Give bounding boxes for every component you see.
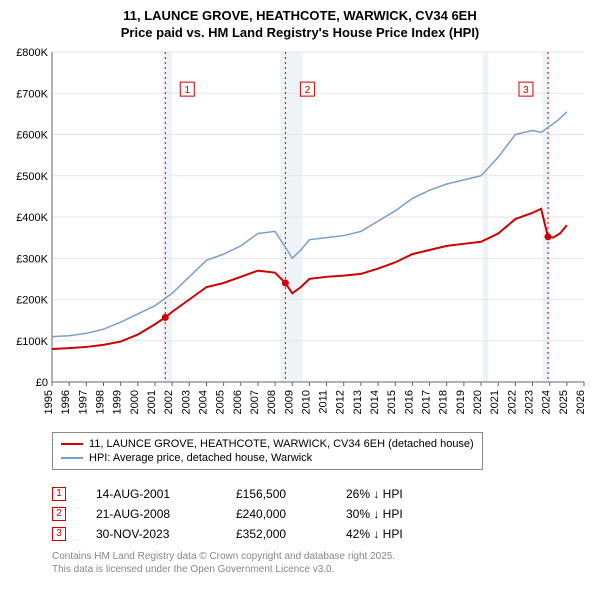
svg-text:2021: 2021 xyxy=(489,390,501,414)
svg-text:2022: 2022 xyxy=(506,390,518,414)
svg-text:£800K: £800K xyxy=(16,47,48,59)
svg-text:2019: 2019 xyxy=(455,390,467,414)
footer-line-1: Contains HM Land Registry data © Crown c… xyxy=(52,550,590,563)
svg-text:2009: 2009 xyxy=(283,390,295,414)
legend-item: HPI: Average price, detached house, Warw… xyxy=(61,451,474,465)
svg-text:2001: 2001 xyxy=(146,390,158,414)
footer-line-2: This data is licensed under the Open Gov… xyxy=(52,563,590,576)
title-line-1: 11, LAUNCE GROVE, HEATHCOTE, WARWICK, CV… xyxy=(10,8,590,25)
sale-marker: 1 xyxy=(52,487,66,501)
svg-text:2002: 2002 xyxy=(163,390,175,414)
sale-date: 30-NOV-2023 xyxy=(96,527,206,541)
sale-row: 2 21-AUG-2008 £240,000 30% ↓ HPI xyxy=(52,504,590,524)
svg-text:2005: 2005 xyxy=(215,390,227,414)
legend-swatch xyxy=(61,443,83,445)
svg-text:£300K: £300K xyxy=(16,253,48,265)
svg-text:1: 1 xyxy=(184,85,190,96)
sale-row: 1 14-AUG-2001 £156,500 26% ↓ HPI xyxy=(52,484,590,504)
svg-text:£600K: £600K xyxy=(16,129,48,141)
svg-text:2007: 2007 xyxy=(249,390,261,414)
svg-text:2016: 2016 xyxy=(403,390,415,414)
svg-text:2024: 2024 xyxy=(541,390,553,414)
svg-text:1999: 1999 xyxy=(112,390,124,414)
legend-swatch xyxy=(61,457,83,459)
sale-price: £352,000 xyxy=(236,527,316,541)
svg-text:2006: 2006 xyxy=(232,390,244,414)
svg-text:£400K: £400K xyxy=(16,212,48,224)
svg-text:2: 2 xyxy=(305,85,311,96)
svg-text:£0: £0 xyxy=(36,377,48,389)
svg-text:3: 3 xyxy=(523,85,529,96)
legend-label: 11, LAUNCE GROVE, HEATHCOTE, WARWICK, CV… xyxy=(89,438,474,450)
svg-text:2012: 2012 xyxy=(335,390,347,414)
legend: 11, LAUNCE GROVE, HEATHCOTE, WARWICK, CV… xyxy=(52,432,483,470)
sale-diff: 26% ↓ HPI xyxy=(346,487,446,501)
svg-text:2010: 2010 xyxy=(300,390,312,414)
svg-text:2018: 2018 xyxy=(438,390,450,414)
svg-text:2023: 2023 xyxy=(524,390,536,414)
sale-diff: 30% ↓ HPI xyxy=(346,507,446,521)
svg-text:£100K: £100K xyxy=(16,336,48,348)
sales-table: 1 14-AUG-2001 £156,500 26% ↓ HPI 2 21-AUG-200… xyxy=(52,484,590,544)
svg-text:2004: 2004 xyxy=(197,390,209,414)
svg-text:£700K: £700K xyxy=(16,88,48,100)
title-line-2: Price paid vs. HM Land Registry's House … xyxy=(10,25,590,42)
root: 11, LAUNCE GROVE, HEATHCOTE, WARWICK, CV… xyxy=(0,0,600,586)
svg-text:2017: 2017 xyxy=(421,390,433,414)
svg-text:2025: 2025 xyxy=(558,390,570,414)
price-chart: £0 £100K £200K £300K £400K £500K £600K £700K £80… xyxy=(10,46,590,426)
svg-text:£200K: £200K xyxy=(16,294,48,306)
legend-item: 11, LAUNCE GROVE, HEATHCOTE, WARWICK, CV… xyxy=(61,437,474,451)
svg-text:1996: 1996 xyxy=(60,390,72,414)
footer: Contains HM Land Registry data © Crown c… xyxy=(52,550,590,576)
svg-text:2026: 2026 xyxy=(575,390,587,414)
svg-text:2015: 2015 xyxy=(386,390,398,414)
svg-text:1995: 1995 xyxy=(43,390,55,414)
sale-marker: 3 xyxy=(52,527,66,541)
sale-row: 3 30-NOV-2023 £352,000 42% ↓ HPI xyxy=(52,524,590,544)
svg-text:2020: 2020 xyxy=(472,390,484,414)
sale-price: £240,000 xyxy=(236,507,316,521)
sale-date: 21-AUG-2008 xyxy=(96,507,206,521)
svg-text:1998: 1998 xyxy=(94,390,106,414)
svg-text:2003: 2003 xyxy=(180,390,192,414)
svg-text:£500K: £500K xyxy=(16,171,48,183)
svg-text:1997: 1997 xyxy=(77,390,89,414)
svg-text:2011: 2011 xyxy=(318,390,330,414)
sale-price: £156,500 xyxy=(236,487,316,501)
sale-date: 14-AUG-2001 xyxy=(96,487,206,501)
sale-marker: 2 xyxy=(52,507,66,521)
svg-text:2014: 2014 xyxy=(369,390,381,414)
svg-text:2000: 2000 xyxy=(129,390,141,414)
sale-diff: 42% ↓ HPI xyxy=(346,527,446,541)
svg-text:2008: 2008 xyxy=(266,390,278,414)
legend-label: HPI: Average price, detached house, Warw… xyxy=(89,452,312,464)
svg-text:2013: 2013 xyxy=(352,390,364,414)
